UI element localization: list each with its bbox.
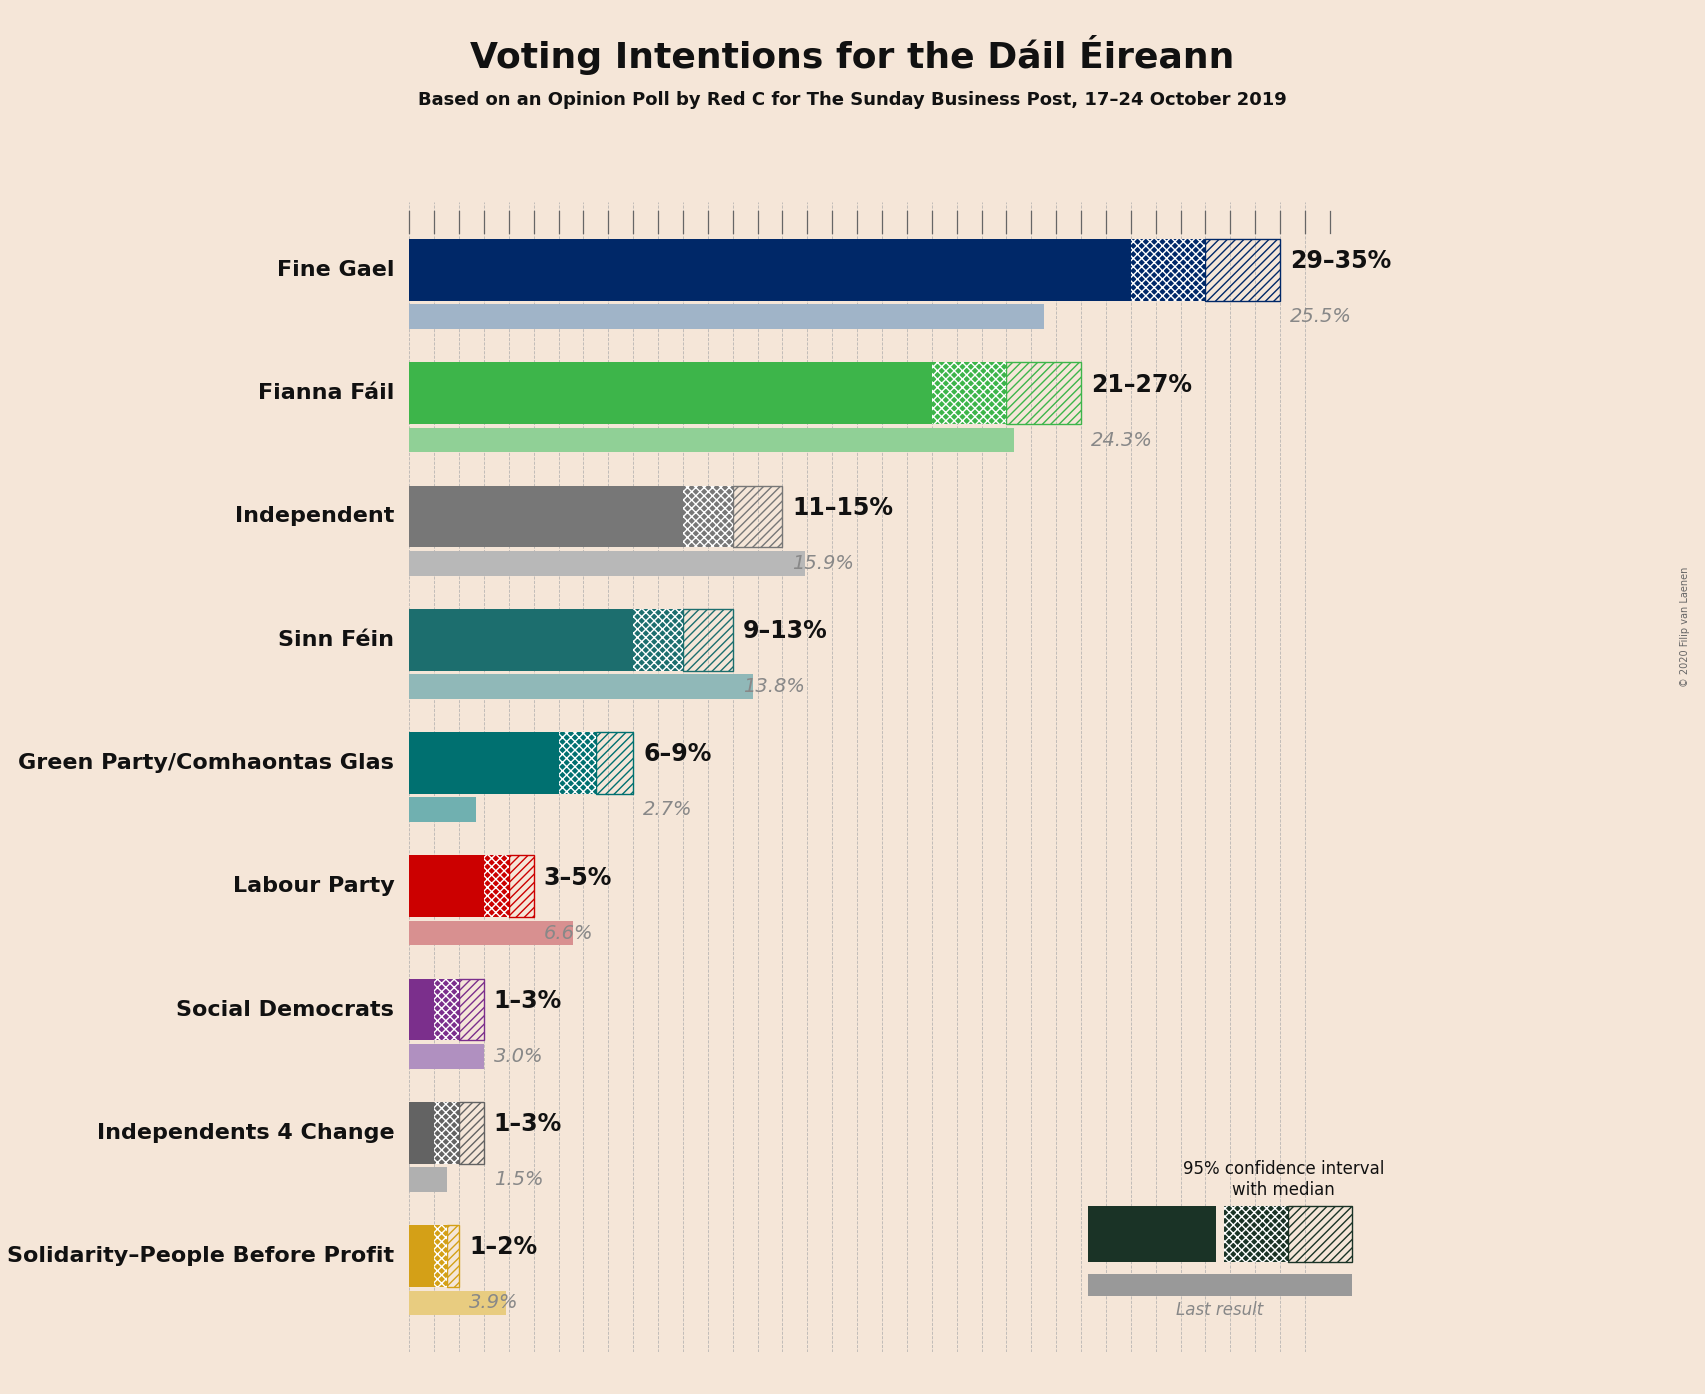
Bar [931, 362, 1006, 424]
Bar [409, 797, 476, 822]
Text: 3.0%: 3.0% [494, 1047, 544, 1066]
Bar [409, 979, 435, 1040]
Bar [409, 551, 805, 576]
Bar [633, 609, 684, 671]
Bar [1006, 362, 1081, 424]
Bar [409, 428, 1014, 453]
Text: Fine Gael: Fine Gael [276, 259, 394, 280]
Bar [409, 1225, 435, 1287]
Text: Solidarity–People Before Profit: Solidarity–People Before Profit [7, 1246, 394, 1266]
Text: Social Democrats: Social Democrats [176, 999, 394, 1019]
Bar [684, 609, 733, 671]
Bar [684, 485, 733, 548]
Bar [447, 1225, 459, 1287]
Bar [508, 856, 534, 917]
Bar [595, 732, 633, 793]
Bar [409, 240, 1130, 301]
Text: 1–3%: 1–3% [494, 1112, 563, 1136]
Text: 1–3%: 1–3% [494, 988, 563, 1013]
Bar [409, 675, 752, 698]
Text: 95% confidence interval
with median: 95% confidence interval with median [1183, 1160, 1384, 1199]
Bar [409, 1291, 506, 1315]
Text: 6–9%: 6–9% [643, 743, 711, 767]
Bar [633, 609, 684, 671]
Bar [1130, 240, 1205, 301]
Bar [409, 921, 573, 945]
Text: 11–15%: 11–15% [793, 496, 893, 520]
Bar [559, 732, 595, 793]
Text: 24.3%: 24.3% [1091, 431, 1153, 449]
Text: 6.6%: 6.6% [544, 924, 593, 942]
Text: Based on an Opinion Poll by Red C for The Sunday Business Post, 17–24 October 20: Based on an Opinion Poll by Red C for Th… [418, 91, 1287, 109]
Text: Independent: Independent [235, 506, 394, 527]
Text: 21–27%: 21–27% [1091, 372, 1192, 396]
Bar [435, 1225, 447, 1287]
Bar [435, 979, 459, 1040]
Bar [409, 1044, 484, 1069]
Bar [684, 485, 733, 548]
Bar [409, 362, 931, 424]
Bar [1130, 240, 1205, 301]
Bar [684, 609, 733, 671]
Bar [733, 485, 783, 548]
Bar [435, 1101, 459, 1164]
Text: Voting Intentions for the Dáil Éireann: Voting Intentions for the Dáil Éireann [471, 35, 1234, 75]
Bar [409, 609, 633, 671]
Text: 3–5%: 3–5% [544, 866, 612, 889]
Text: © 2020 Filip van Laenen: © 2020 Filip van Laenen [1679, 567, 1690, 687]
Bar [459, 979, 484, 1040]
Bar [409, 732, 559, 793]
Bar [459, 979, 484, 1040]
Text: Last result: Last result [1176, 1301, 1263, 1319]
Text: 2.7%: 2.7% [643, 800, 692, 820]
Text: Sinn Féin: Sinn Féin [278, 630, 394, 650]
Text: 13.8%: 13.8% [743, 677, 805, 696]
Text: 1–2%: 1–2% [469, 1235, 537, 1259]
Bar [435, 1225, 447, 1287]
Text: 29–35%: 29–35% [1291, 250, 1391, 273]
Bar [409, 304, 1043, 329]
Text: Independents 4 Change: Independents 4 Change [97, 1122, 394, 1143]
Text: Labour Party: Labour Party [232, 877, 394, 896]
Bar [1205, 240, 1280, 301]
Bar [559, 732, 595, 793]
Bar [484, 856, 508, 917]
Text: Green Party/Comhaontas Glas: Green Party/Comhaontas Glas [19, 753, 394, 774]
Text: 3.9%: 3.9% [469, 1294, 518, 1312]
Text: 25.5%: 25.5% [1291, 307, 1352, 326]
Bar [409, 1101, 435, 1164]
Bar [1205, 240, 1280, 301]
Bar [595, 732, 633, 793]
Bar [484, 856, 508, 917]
Bar [409, 1167, 447, 1192]
Bar [459, 1101, 484, 1164]
Bar [459, 1101, 484, 1164]
Bar [733, 485, 783, 548]
Text: 9–13%: 9–13% [743, 619, 827, 643]
Bar [435, 979, 459, 1040]
Bar [447, 1225, 459, 1287]
Bar [1006, 362, 1081, 424]
Text: 1.5%: 1.5% [494, 1170, 544, 1189]
Bar [409, 485, 684, 548]
Bar [508, 856, 534, 917]
Bar [409, 856, 484, 917]
Text: 15.9%: 15.9% [793, 553, 854, 573]
Text: Fianna Fáil: Fianna Fáil [257, 383, 394, 403]
Bar [931, 362, 1006, 424]
Bar [435, 1101, 459, 1164]
